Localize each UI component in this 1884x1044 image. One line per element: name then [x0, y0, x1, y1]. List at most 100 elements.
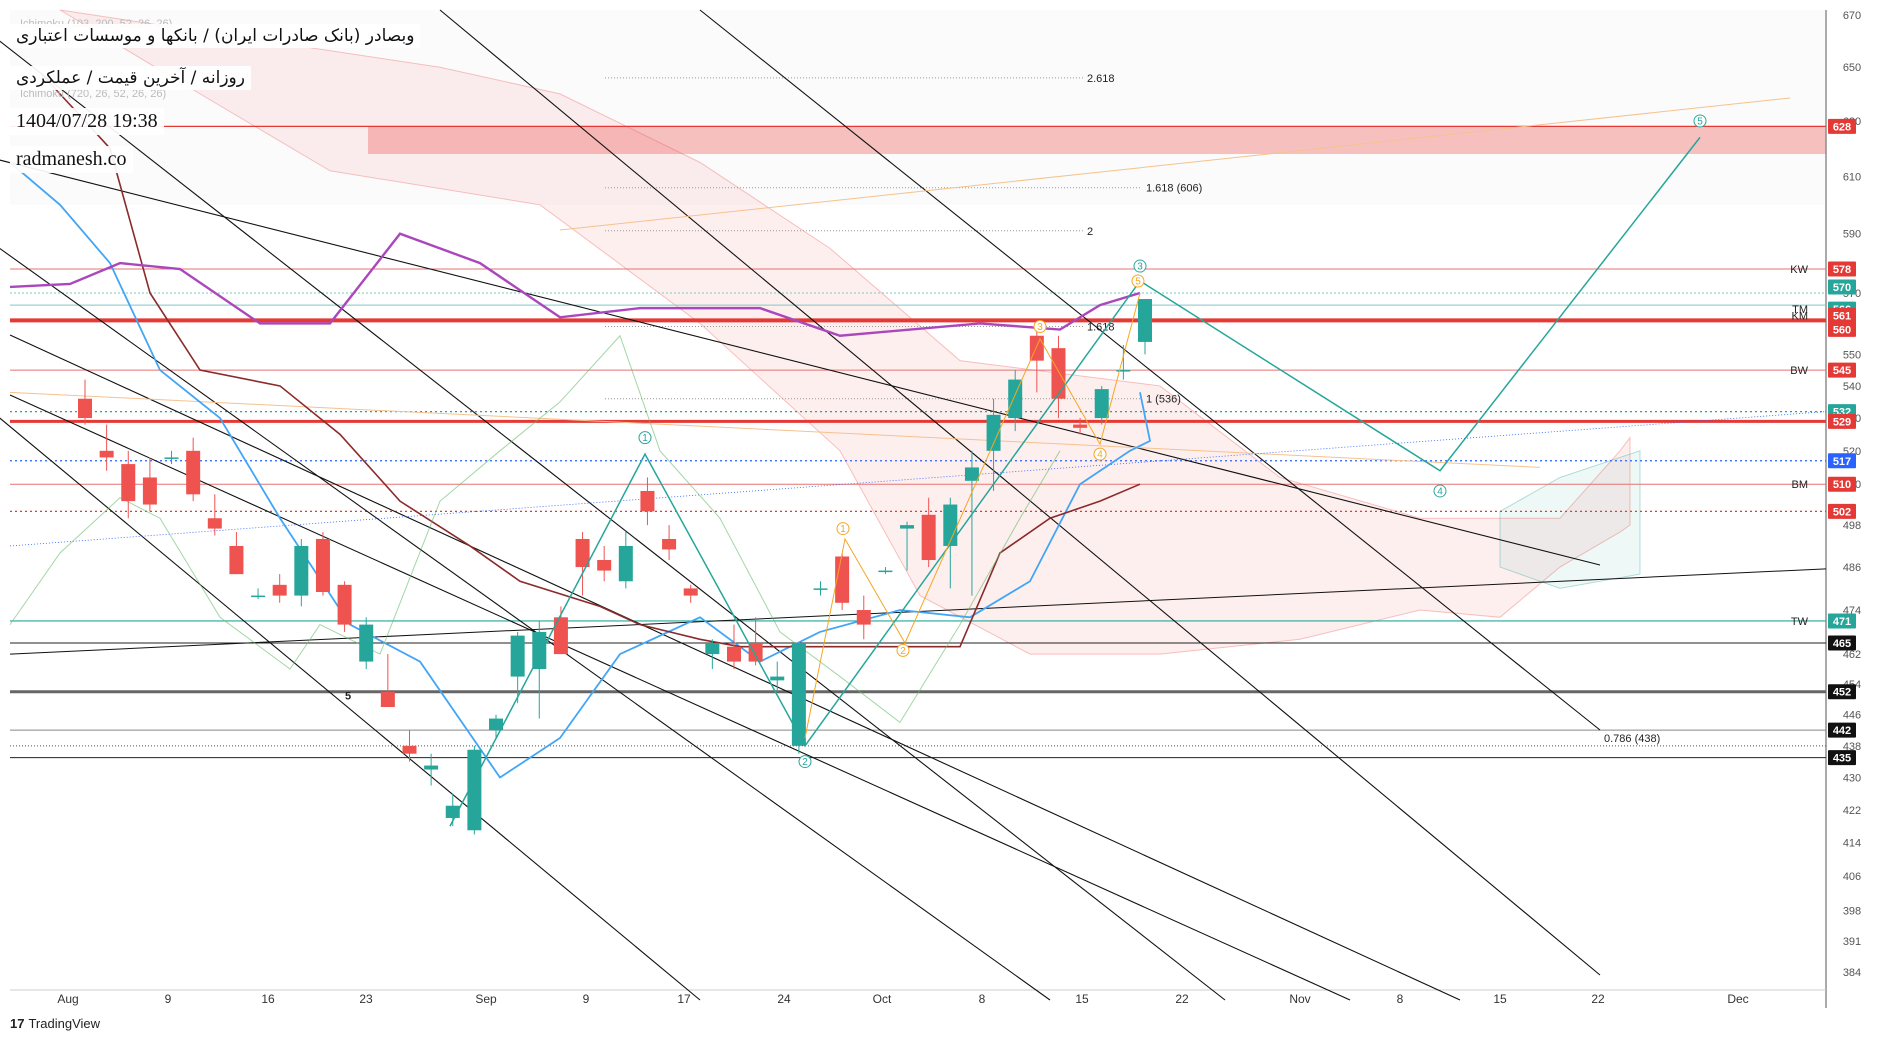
- x-tick-label: Nov: [1289, 992, 1310, 1006]
- wave-label-marker: [798, 755, 812, 769]
- price-tag-name: TW: [1791, 616, 1809, 628]
- candle-body: [835, 556, 850, 603]
- candle-body: [1094, 389, 1109, 419]
- candle-body: [294, 545, 309, 596]
- y-tick-label: 391: [1843, 936, 1861, 948]
- chart-datetime: 1404/07/28 19:38: [10, 108, 164, 135]
- candle-body: [489, 718, 504, 731]
- price-tag-value: 578: [1833, 264, 1851, 276]
- price-tag: [1828, 362, 1856, 378]
- kijun-line: [9, 161, 1152, 779]
- wave-label: 2: [802, 757, 808, 768]
- wave-alt-label: 2: [900, 646, 906, 657]
- price-tag-name: KW: [1790, 264, 1808, 276]
- price-tag-name: TM: [1792, 304, 1808, 316]
- candle-body: [856, 610, 871, 625]
- orange-trendline-2: [9, 391, 1541, 468]
- price-tag-value: 471: [1833, 616, 1851, 628]
- candle-body: [726, 646, 741, 662]
- candle-body: [532, 631, 547, 670]
- candle-body: [142, 477, 157, 505]
- price-tag: [1828, 413, 1856, 429]
- price-tag-name: BM: [1792, 479, 1809, 491]
- price-tag-value: 570: [1833, 282, 1851, 294]
- channel-line: [0, 40, 1226, 1001]
- price-tag-value: 452: [1833, 687, 1851, 699]
- wave-alt-label: 5: [1135, 276, 1141, 287]
- wave-label-marker: [638, 431, 652, 445]
- price-tag: [1828, 503, 1856, 519]
- price-tag-value: 435: [1833, 753, 1851, 765]
- price-tag-value: 628: [1833, 121, 1851, 133]
- candle-body: [1051, 348, 1066, 399]
- wave-label-marker: [1693, 114, 1707, 128]
- candle-body: [748, 642, 763, 662]
- wave-label: 3: [1137, 262, 1143, 273]
- candle-body: [921, 514, 936, 560]
- wave-alt-marker: [896, 643, 910, 657]
- wave-alt-label: 3: [1037, 322, 1043, 333]
- elliott-wave-alt: [804, 292, 1141, 739]
- ichimoku-legend-2: Ichimoku (720, 26, 52, 26, 26): [20, 88, 167, 100]
- plot-area: [10, 10, 1826, 990]
- price-tag: [1828, 118, 1856, 134]
- candle-body: [337, 584, 352, 625]
- x-tick-label: 15: [1493, 992, 1507, 1006]
- candle-body: [424, 765, 439, 770]
- y-tick-label: 422: [1843, 805, 1861, 817]
- annotation-label: 5: [345, 691, 351, 703]
- candle-body: [943, 504, 958, 546]
- y-tick-label: 610: [1843, 171, 1861, 183]
- ichimoku-purple-line: [9, 232, 1141, 337]
- candle-body: [705, 642, 720, 655]
- chart-subtitle: روزانه / آخرین قیمت / عملکردی: [10, 66, 251, 90]
- y-tick-label: 446: [1843, 710, 1861, 722]
- y-tick-label: 398: [1843, 905, 1861, 917]
- tradingview-logo-icon: 17: [10, 1016, 25, 1031]
- candle-body: [791, 642, 806, 746]
- orange-trendline: [559, 97, 1791, 231]
- x-tick-label: 15: [1075, 992, 1089, 1006]
- price-tag: [1828, 453, 1856, 469]
- candle-body: [662, 538, 677, 550]
- price-tag-value: 517: [1833, 456, 1851, 468]
- y-tick-label: 384: [1843, 967, 1861, 979]
- candle-body: [1073, 424, 1088, 428]
- tradingview-brand[interactable]: 17 TradingView: [10, 1016, 100, 1031]
- candle-body: [99, 450, 114, 458]
- price-tag: [1828, 261, 1856, 277]
- elliott-wave-main: [449, 136, 1701, 827]
- shaded-upper-region: [10, 10, 1826, 205]
- price-tag-value: 502: [1833, 506, 1851, 518]
- candle-body: [986, 414, 1001, 451]
- candle-body: [1116, 370, 1131, 372]
- channel-line: [9, 394, 1351, 1001]
- price-tag: [1828, 307, 1856, 323]
- candle-body: [553, 617, 568, 655]
- x-tick-label: 9: [583, 992, 590, 1006]
- channel-line: [0, 417, 701, 1001]
- candle-body: [510, 635, 525, 677]
- candle-body: [164, 457, 179, 459]
- wave-label-marker: [1133, 259, 1147, 273]
- price-tag-name: KM: [1792, 310, 1809, 322]
- price-tag: [1828, 613, 1856, 629]
- wave-label: 1: [642, 433, 648, 444]
- wave-alt-marker: [1131, 274, 1145, 288]
- fib-label: 1.618 (606): [1146, 183, 1202, 195]
- x-tick-label: Oct: [873, 992, 892, 1006]
- x-tick-label: 23: [359, 992, 373, 1006]
- candle-body: [467, 749, 482, 831]
- candle-body: [618, 545, 633, 582]
- wave-alt-marker: [1033, 319, 1047, 333]
- candle-body: [770, 676, 785, 681]
- y-tick-label: 650: [1843, 62, 1861, 74]
- price-tag-value: 529: [1833, 416, 1851, 428]
- wave-alt-marker: [836, 522, 850, 536]
- y-tick-label: 540: [1843, 381, 1861, 393]
- x-tick-label: Dec: [1727, 992, 1748, 1006]
- price-tag: [1828, 635, 1856, 651]
- candle-body: [683, 588, 698, 596]
- candle-body: [359, 624, 374, 662]
- candle-body: [78, 398, 92, 419]
